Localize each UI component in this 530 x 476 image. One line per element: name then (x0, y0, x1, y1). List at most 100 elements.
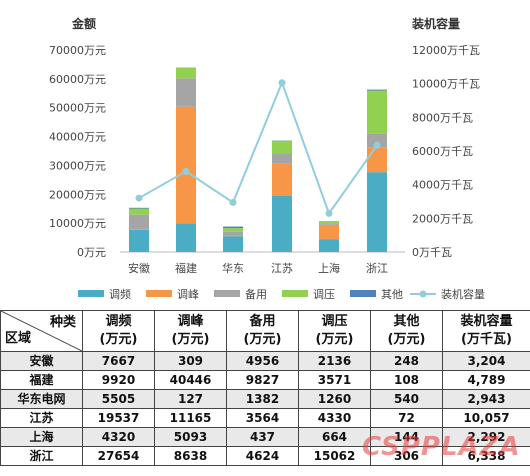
right-tick-label: 10000万千瓦 (412, 78, 480, 91)
value-cell: 3564 (226, 408, 299, 428)
legend-swatch (350, 290, 376, 297)
header-cell: 调压 (万元) (298, 310, 371, 352)
value-cell: 3,204 (442, 351, 530, 371)
category-labels: 安徽 福建 华东 江苏 上海 浙江 (128, 261, 388, 275)
table-header-row: 种类 区域 调频 (万元) 调峰 (万元) 备用 (万元) 调压 (万元) 其他 (万元)… (0, 310, 530, 352)
legend-swatch (282, 290, 308, 297)
bar-segment (319, 224, 339, 240)
capacity-point (135, 194, 143, 202)
legend-swatch (146, 290, 172, 297)
bar-segment (223, 231, 243, 236)
value-cell: 19537 (82, 408, 155, 428)
value-cell: 5505 (82, 389, 155, 409)
value-cell: 4956 (226, 351, 299, 371)
category-label: 安徽 (128, 261, 150, 275)
bar-segment (319, 221, 339, 224)
value-cell: 5093 (154, 427, 227, 447)
capacity-line-path (138, 79, 378, 216)
legend-label: 调压 (313, 288, 335, 301)
bar-segment (272, 140, 292, 154)
right-tick-label: 0万千瓦 (412, 246, 452, 259)
value-cell: 8638 (154, 446, 227, 466)
value-cell: 248 (370, 351, 443, 371)
legend-swatch (214, 290, 240, 297)
right-tick-label: 2000万千瓦 (412, 212, 473, 225)
corner-diagonal (1, 311, 82, 351)
value-cell: 309 (154, 351, 227, 371)
header-cell: 备用 (万元) (226, 310, 299, 352)
value-cell: 108 (370, 370, 443, 390)
category-label: 浙江 (366, 262, 388, 275)
bar-segment (176, 106, 196, 224)
bar-segment (129, 214, 149, 229)
category-label: 福建 (175, 261, 197, 275)
bar-segment (129, 207, 149, 209)
region-cell: 上海 (0, 427, 83, 447)
value-cell: 1260 (298, 389, 371, 409)
value-cell: 664 (298, 427, 371, 447)
value-cell: 2136 (298, 351, 371, 371)
right-tick-label: 8000万千瓦 (412, 111, 473, 124)
bar-segment (319, 239, 339, 252)
bar-segment (176, 223, 196, 252)
value-cell: 306 (370, 446, 443, 466)
bar-segment (176, 67, 196, 79)
value-cell: 6,338 (442, 446, 530, 466)
right-tick-label: 12000万千瓦 (412, 44, 480, 57)
left-axis-title: 金额 (71, 16, 96, 31)
bar-stacks (129, 67, 387, 252)
left-tick-label: 60000万元 (49, 73, 106, 86)
left-axis-ticks: 0万元 10000万元 20000万元 30000万元 40000万元 50000万元 60… (49, 44, 106, 259)
bar-segment (367, 89, 387, 91)
value-cell: 9827 (226, 370, 299, 390)
table-corner: 种类 区域 (0, 310, 83, 352)
value-cell: 144 (370, 427, 443, 447)
legend-swatch (78, 290, 104, 297)
legend-label: 调峰 (177, 288, 199, 301)
table-row: 安徽 7667 309 4956 2136 248 3,204 (0, 351, 530, 371)
bar-segment (367, 147, 387, 173)
capacity-point (373, 141, 381, 149)
legend-label: 其他 (381, 288, 403, 301)
value-cell: 3571 (298, 370, 371, 390)
legend-line-marker (419, 290, 427, 298)
value-cell: 1382 (226, 389, 299, 409)
right-tick-label: 4000万千瓦 (412, 179, 473, 192)
data-table: 种类 区域 调频 (万元) 调峰 (万元) 备用 (万元) 调压 (万元) 其他 (万元)… (0, 310, 530, 466)
bar-segment (272, 153, 292, 164)
chart: 金额 装机容量 0万元 10000万元 20000万元 30000万元 40000万元 5… (49, 16, 485, 301)
legend-label: 调频 (109, 287, 131, 301)
value-cell: 10,057 (442, 408, 530, 428)
watermark-logo: CSPPLAZA (362, 432, 521, 462)
region-cell: 安徽 (0, 351, 83, 371)
bar-segment (129, 229, 149, 252)
capacity-point (229, 198, 237, 206)
legend: 调频 调峰 备用 调压 其他 装机容量 (78, 287, 485, 301)
legend-label: 装机容量 (441, 287, 485, 301)
bar-segment (367, 90, 387, 134)
right-axis-ticks: 0万千瓦 2000万千瓦 4000万千瓦 6000万千瓦 8000万千瓦 10000万千瓦… (412, 44, 480, 259)
right-tick-label: 6000万千瓦 (412, 145, 473, 158)
value-cell: 40446 (154, 370, 227, 390)
left-tick-label: 10000万元 (49, 217, 106, 230)
bar-segment (272, 163, 292, 196)
header-cell: 调频 (万元) (82, 310, 155, 352)
region-cell: 华东电网 (0, 389, 83, 409)
capacity-point (325, 209, 333, 217)
capacity-point (278, 79, 286, 87)
bar-segment (367, 172, 387, 252)
bar-segment (129, 228, 149, 230)
value-cell: 7667 (82, 351, 155, 371)
corner-bottom-label: 区域 (5, 331, 32, 346)
left-tick-label: 0万元 (77, 246, 106, 259)
left-tick-label: 40000万元 (49, 131, 106, 144)
bar-segment (129, 208, 149, 215)
bar-segment (367, 133, 387, 148)
left-tick-label: 30000万元 (49, 159, 106, 172)
value-cell: 2,292 (442, 427, 530, 447)
value-cell: 72 (370, 408, 443, 428)
bar-segment (176, 78, 196, 107)
capacity-line (135, 79, 381, 217)
left-tick-label: 20000万元 (49, 188, 106, 201)
value-cell: 4,789 (442, 370, 530, 390)
